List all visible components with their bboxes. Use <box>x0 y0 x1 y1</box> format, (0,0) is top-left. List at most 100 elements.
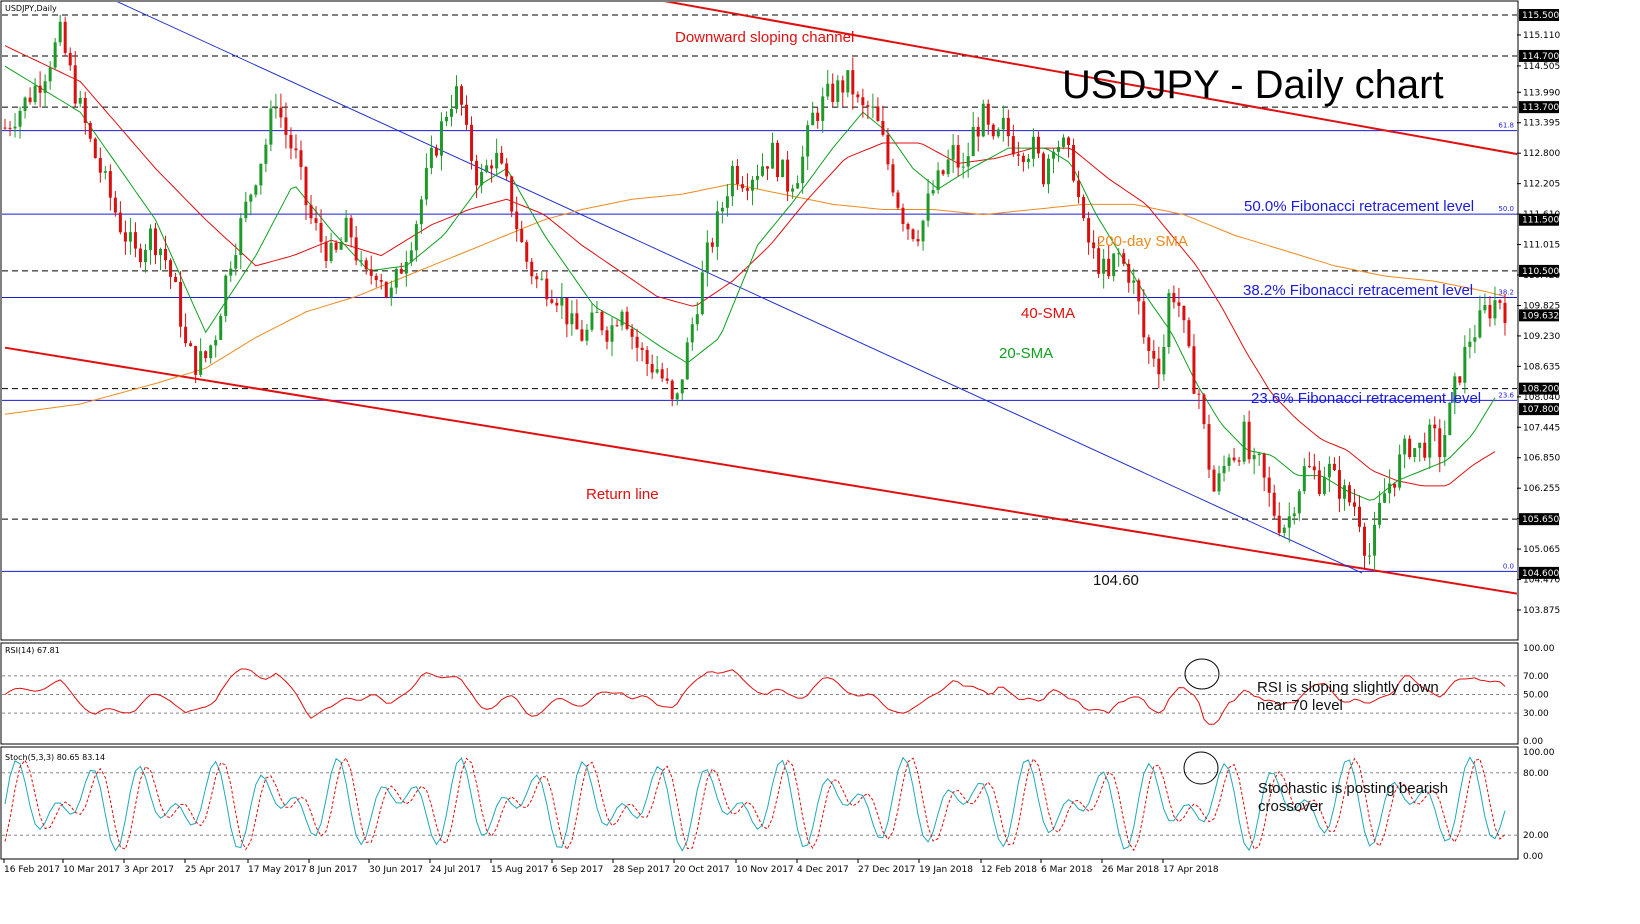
candle-body <box>118 212 122 233</box>
candle-body <box>1342 485 1346 499</box>
candle-body <box>214 339 218 346</box>
price-tick-label: 105.065 <box>1523 545 1560 555</box>
candle-body <box>981 103 985 137</box>
candle-body <box>750 179 754 191</box>
trend-lines <box>4 2 1517 595</box>
candle-body <box>1287 516 1291 528</box>
date-label: 20 Oct 2017 <box>674 865 730 875</box>
candle-body <box>886 134 890 165</box>
candle-body <box>23 97 27 111</box>
candle-body <box>444 116 448 122</box>
price-tag-bg <box>1519 213 1559 226</box>
candle-body <box>294 148 298 151</box>
candle-body <box>781 159 785 177</box>
candle-body <box>786 159 790 192</box>
stoch-label: Stoch(5,3,3) 80.65 83.14 <box>5 753 105 762</box>
price-tick-label: 103.875 <box>1523 606 1560 616</box>
price-tick-label: 112.205 <box>1523 180 1560 190</box>
candle-body <box>128 232 132 242</box>
candle-body <box>1388 483 1392 494</box>
candle-body <box>510 176 514 212</box>
candle-body <box>1222 465 1226 474</box>
date-label: 6 Mar 2018 <box>1041 865 1093 875</box>
candle-body <box>1337 470 1341 499</box>
candle-body <box>224 275 228 316</box>
candle-body <box>911 229 915 240</box>
date-label: 19 Jan 2018 <box>919 865 973 875</box>
candle-body <box>615 325 619 327</box>
candle-body <box>73 65 77 104</box>
candle-body <box>956 145 960 168</box>
candle-body <box>690 324 694 343</box>
date-label: 10 Mar 2017 <box>63 865 120 875</box>
candle-body <box>289 134 293 149</box>
price-tick-label: 107.445 <box>1523 423 1560 433</box>
candle-body <box>720 207 724 212</box>
candle-body <box>88 122 92 139</box>
price-tick-label: 109.230 <box>1523 332 1560 342</box>
candle-body <box>936 170 940 191</box>
candle-body <box>806 125 810 157</box>
candle-body <box>455 86 458 110</box>
candle-body <box>369 269 373 276</box>
rsi-tick-label: 70.00 <box>1523 672 1549 682</box>
candle-body <box>500 152 504 164</box>
candle-body <box>876 106 880 122</box>
candle-body <box>465 104 469 125</box>
candle-body <box>1197 393 1201 395</box>
candle-body <box>595 311 599 313</box>
candle-body <box>645 350 649 365</box>
price-tag-bg <box>1519 566 1559 579</box>
candle-body <box>1413 448 1417 458</box>
candle-body <box>1297 491 1301 514</box>
candle-body <box>1041 153 1045 185</box>
price-tag-label: 109.632 <box>1522 311 1559 321</box>
stoch-tick-label: 20.00 <box>1523 831 1549 841</box>
rsi-label: RSI(14) 67.81 <box>5 646 60 655</box>
candle-body <box>1192 346 1196 394</box>
rsi-annotation-line2: near 70 level <box>1257 697 1343 714</box>
candle-body <box>98 158 102 173</box>
candle-body <box>269 108 273 145</box>
candle-body <box>1282 527 1286 533</box>
candle-body <box>154 228 157 256</box>
candle-body <box>143 249 147 263</box>
candle-body <box>179 281 183 327</box>
fib382-label: 38.2% Fibonacci retracement level <box>1243 282 1473 299</box>
candle-body <box>1498 300 1502 303</box>
candle-body <box>1468 341 1472 347</box>
candle-body <box>1307 466 1311 468</box>
candle-body <box>1177 302 1181 306</box>
candle-body <box>600 311 604 331</box>
candle-body <box>1363 526 1367 556</box>
price-tag-label: 104.600 <box>1522 569 1559 579</box>
price-axis: 115.110 114.505 113.990 113.395 112.800 112.2… <box>1517 9 1560 616</box>
candle-body <box>1232 457 1236 461</box>
candle-body <box>1182 305 1186 321</box>
candle-body <box>655 369 659 373</box>
candle-body <box>1021 155 1025 163</box>
candle-body <box>164 249 168 261</box>
candle-body <box>133 232 137 249</box>
candle-body <box>299 150 303 168</box>
candle-body <box>730 166 734 197</box>
candle-body <box>359 260 363 262</box>
candle-body <box>1302 466 1306 492</box>
return-line <box>4 346 1517 595</box>
date-label: 17 May 2017 <box>248 865 307 875</box>
candle-body <box>1212 469 1216 492</box>
date-label: 8 Jun 2017 <box>309 865 357 875</box>
candle-body <box>700 272 704 315</box>
candle-body <box>58 21 62 43</box>
stoch-tick-label: 80.00 <box>1523 769 1549 779</box>
candle-body <box>334 242 338 250</box>
candle-body <box>1352 502 1356 507</box>
candle-body <box>148 228 152 250</box>
price-tick-label: 108.635 <box>1523 362 1560 372</box>
rsi-panel-frame <box>0 642 1519 745</box>
candlesticks <box>3 14 1507 570</box>
candle-body <box>1317 470 1321 495</box>
candle-body <box>1132 280 1136 283</box>
candle-body <box>846 70 850 93</box>
price-tag-bg <box>1519 49 1559 62</box>
